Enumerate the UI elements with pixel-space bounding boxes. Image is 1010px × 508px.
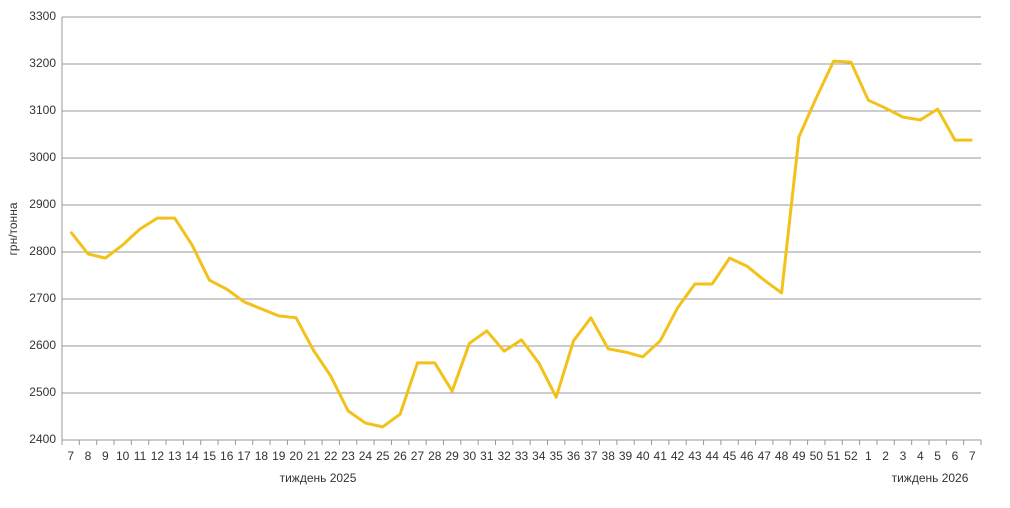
x-tick-label: 8 — [85, 449, 92, 463]
x-tick-label: 50 — [810, 449, 824, 463]
x-tick-label: 25 — [376, 449, 390, 463]
x-tick-label: 18 — [255, 449, 269, 463]
x-tick-label: 28 — [428, 449, 442, 463]
x-tick-label: 34 — [532, 449, 546, 463]
x-tick-label: 43 — [688, 449, 702, 463]
x-tick-label: 52 — [844, 449, 858, 463]
x-tick-label: 7 — [67, 449, 74, 463]
x-tick-label: 24 — [359, 449, 373, 463]
x-tick-label: 1 — [865, 449, 872, 463]
x-tick-label: 40 — [636, 449, 650, 463]
y-tick-label: 2700 — [29, 291, 56, 305]
x-tick-label: 49 — [792, 449, 806, 463]
y-tick-label: 2500 — [29, 385, 56, 399]
y-tick-label: 2900 — [29, 197, 56, 211]
x-tick-label: 47 — [758, 449, 772, 463]
x-tick-label: 32 — [497, 449, 511, 463]
x-tick-label: 37 — [584, 449, 598, 463]
x-tick-label: 4 — [917, 449, 924, 463]
x-tick-label: 36 — [567, 449, 581, 463]
y-tick-label: 3300 — [29, 9, 56, 23]
x-tick-label: 41 — [654, 449, 668, 463]
x-tick-label: 39 — [619, 449, 633, 463]
x-tick-label: 2 — [882, 449, 889, 463]
x-tick-label: 23 — [341, 449, 355, 463]
x-tick-label: 9 — [102, 449, 109, 463]
x-tick-label: 38 — [602, 449, 616, 463]
x-tick-label: 6 — [952, 449, 959, 463]
y-axis-label: грн/тонна — [6, 202, 20, 255]
x-tick-label: 21 — [307, 449, 321, 463]
x-tick-label: 26 — [393, 449, 407, 463]
x-tick-label: 35 — [549, 449, 563, 463]
y-tick-label: 2600 — [29, 338, 56, 352]
x-tick-label: 46 — [740, 449, 754, 463]
x-tick-label: 22 — [324, 449, 338, 463]
y-tick-label: 2400 — [29, 432, 56, 446]
x-tick-label: 12 — [151, 449, 165, 463]
y-tick-label: 3100 — [29, 103, 56, 117]
x-tick-label: 10 — [116, 449, 130, 463]
x-tick-label: 13 — [168, 449, 182, 463]
x-tick-label: 20 — [289, 449, 303, 463]
x-tick-label: 19 — [272, 449, 286, 463]
x-tick-label: 11 — [134, 449, 147, 463]
x-tick-label: 44 — [706, 449, 720, 463]
x-tick-label: 3 — [900, 449, 907, 463]
x-tick-label: 33 — [515, 449, 529, 463]
x-tick-label: 15 — [203, 449, 217, 463]
x-tick-label: 31 — [480, 449, 494, 463]
x-tick-label: 27 — [411, 449, 425, 463]
y-tick-label: 2800 — [29, 244, 56, 258]
y-tick-label: 3200 — [29, 56, 56, 70]
line-series — [69, 59, 973, 429]
x-tick-label: 30 — [463, 449, 477, 463]
x-tick-label: 51 — [827, 449, 841, 463]
x-tick-label: 29 — [445, 449, 459, 463]
annotation: тиждень 2025 — [280, 471, 357, 485]
x-tick-label: 16 — [220, 449, 234, 463]
annotation: тиждень 2026 — [892, 471, 969, 485]
x-tick-label: 7 — [969, 449, 976, 463]
x-tick-label: 14 — [185, 449, 199, 463]
x-tick-label: 42 — [671, 449, 685, 463]
x-tick-label: 5 — [934, 449, 941, 463]
y-tick-label: 3000 — [29, 150, 56, 164]
x-tick-label: 45 — [723, 449, 737, 463]
x-tick-label: 17 — [237, 449, 251, 463]
x-tick-label: 48 — [775, 449, 789, 463]
